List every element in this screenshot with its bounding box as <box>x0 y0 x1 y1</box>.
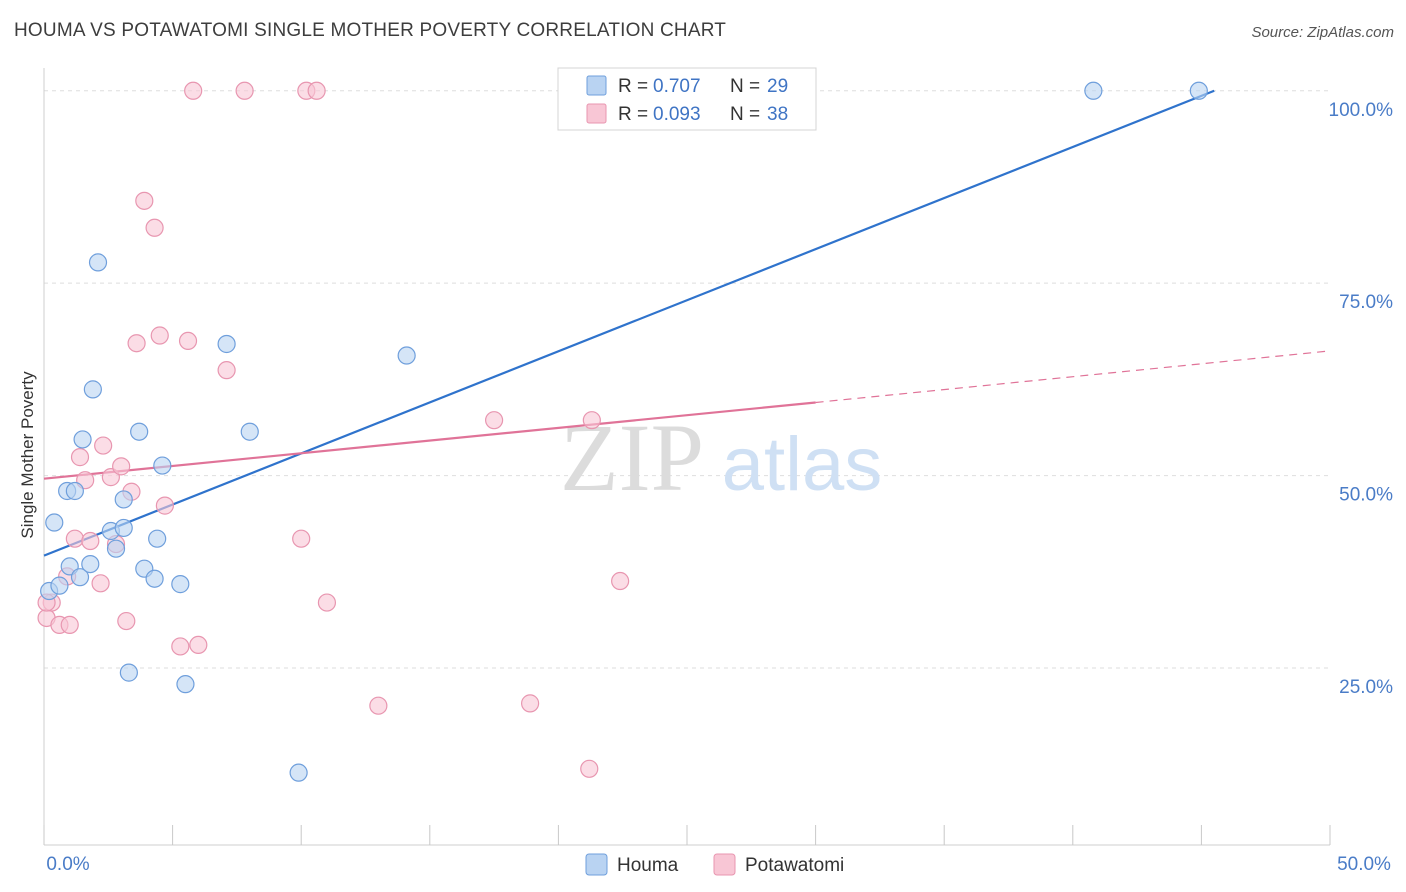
legend-swatch-potawatomi <box>586 103 607 124</box>
data-point-houma <box>217 334 236 354</box>
data-point-houma <box>148 529 167 548</box>
data-point-potawatomi <box>70 448 90 467</box>
data-point-houma <box>130 422 149 441</box>
chart-title: HOUMA VS POTAWATOMI SINGLE MOTHER POVERT… <box>14 20 727 41</box>
data-point-potawatomi <box>127 334 146 353</box>
legend-bottom-swatch-houma <box>585 853 608 876</box>
x-tick-label-max: 50.0% <box>1337 854 1391 875</box>
data-point-potawatomi <box>485 411 504 430</box>
data-point-potawatomi <box>369 696 388 715</box>
data-point-potawatomi <box>145 218 164 237</box>
grid-lines <box>44 90 1330 669</box>
data-point-potawatomi <box>235 81 254 100</box>
data-point-houma <box>50 576 69 595</box>
data-point-potawatomi <box>611 571 630 591</box>
data-point-potawatomi <box>521 694 540 713</box>
data-point-potawatomi <box>307 81 326 100</box>
trend-line-potawatomi <box>43 401 816 480</box>
data-point-houma <box>145 569 164 588</box>
legend-r-value-potawatomi: 0.093 <box>653 104 701 125</box>
legend-n-value-houma: 29 <box>767 76 788 97</box>
data-point-potawatomi <box>582 411 601 430</box>
data-point-houma <box>81 554 100 574</box>
data-point-potawatomi <box>135 191 154 210</box>
data-point-houma <box>289 763 308 782</box>
data-point-potawatomi <box>65 529 84 548</box>
y-tick-label: 25.0% <box>1339 677 1393 698</box>
data-point-potawatomi <box>117 611 136 631</box>
y-axis-label: Single Mother Poverty <box>18 371 37 539</box>
legend-n-label-potawatomi: N = <box>730 104 760 125</box>
data-point-houma <box>70 568 90 587</box>
legend-bottom-swatch-potawatomi <box>713 853 736 876</box>
data-point-houma <box>114 490 133 509</box>
legend-top: R = 0.707 N = 29 R = 0.093 N = 38 <box>557 67 817 131</box>
trend-lines <box>43 89 1331 557</box>
legend-swatch-houma <box>586 75 607 96</box>
tick-labels: 25.0% 50.0% 75.0% 100.0% 0.0% 50.0% <box>46 100 1393 875</box>
data-point-potawatomi <box>317 593 337 612</box>
data-point-potawatomi <box>178 331 198 351</box>
data-point-houma <box>240 422 259 441</box>
legend-bottom-label-potawatomi: Potawatomi <box>745 855 844 876</box>
y-tick-label: 100.0% <box>1329 100 1394 121</box>
watermark-atlas: atlas <box>722 422 883 507</box>
data-point-houma <box>397 346 416 365</box>
legend-bottom-label-houma: Houma <box>617 855 679 876</box>
data-point-houma <box>45 513 64 532</box>
axes <box>43 68 1331 846</box>
data-point-potawatomi <box>580 759 599 778</box>
data-point-potawatomi <box>81 531 100 551</box>
y-tick-label: 75.0% <box>1339 292 1393 313</box>
data-point-potawatomi <box>292 529 311 548</box>
data-point-potawatomi <box>60 615 79 634</box>
source-label: Source: ZipAtlas.com <box>1251 24 1394 41</box>
data-point-potawatomi <box>189 635 208 655</box>
data-point-potawatomi <box>112 457 131 476</box>
data-point-houma <box>176 675 195 694</box>
legend-n-value-potawatomi: 38 <box>767 104 788 125</box>
data-point-houma <box>171 575 190 594</box>
data-point-potawatomi <box>171 637 190 656</box>
data-point-houma <box>88 253 108 272</box>
y-tick-label: 50.0% <box>1339 485 1393 506</box>
data-point-houma <box>106 539 126 558</box>
data-point-houma <box>65 481 84 501</box>
legend-r-label-potawatomi: R = <box>618 104 648 125</box>
legend-r-label-houma: R = <box>618 76 648 97</box>
data-point-houma <box>114 518 133 538</box>
x-tick-label-min: 0.0% <box>46 854 89 875</box>
trend-line-houma <box>43 89 1215 557</box>
legend-bottom: Houma Potawatomi <box>585 853 844 876</box>
data-point-potawatomi <box>91 574 110 593</box>
data-points <box>37 81 1208 782</box>
data-point-houma <box>119 663 138 682</box>
legend-n-label-houma: N = <box>730 76 760 97</box>
data-point-houma <box>73 430 92 449</box>
trend-line-potawatomi-extension <box>815 350 1331 404</box>
data-point-houma <box>153 456 172 475</box>
data-point-potawatomi <box>150 326 169 345</box>
data-point-houma <box>1084 81 1103 100</box>
data-point-potawatomi <box>217 361 236 380</box>
data-point-houma <box>1189 81 1208 100</box>
data-point-potawatomi <box>184 81 203 100</box>
legend-r-value-houma: 0.707 <box>653 76 701 97</box>
data-point-potawatomi <box>155 496 174 515</box>
data-point-potawatomi <box>94 436 113 455</box>
data-point-houma <box>83 380 102 399</box>
